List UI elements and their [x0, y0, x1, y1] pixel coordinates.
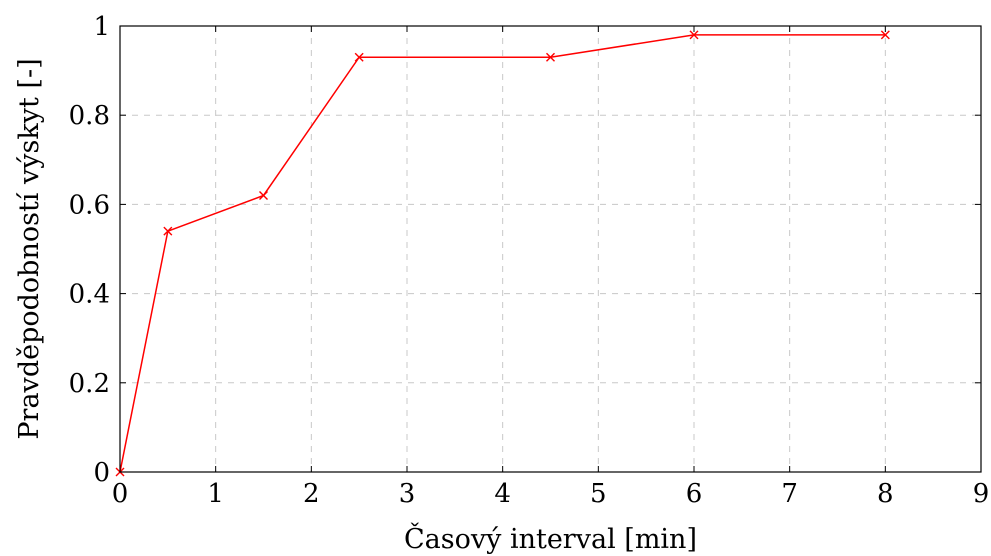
y-tick-label: 0.6 — [69, 190, 110, 220]
x-tick-label: 7 — [781, 479, 798, 509]
x-tick-label: 6 — [686, 479, 703, 509]
data-point-marker — [689, 30, 699, 40]
x-tick-label: 2 — [303, 479, 320, 509]
x-tick-label: 1 — [207, 479, 224, 509]
data-point-marker — [880, 30, 890, 40]
marker-stroke — [689, 30, 699, 40]
y-tick-labels: 0 0.2 0.4 0.6 0.8 1 — [69, 12, 110, 488]
x-tick-label: 0 — [112, 479, 129, 509]
grid-lines — [120, 26, 981, 472]
x-tick-label: 5 — [590, 479, 607, 509]
y-axis-label: Pravděpodobností výskyt [-] — [14, 58, 45, 439]
x-tick-label: 9 — [973, 479, 990, 509]
x-tick-labels: 0 1 2 3 4 5 6 7 8 9 — [112, 479, 990, 509]
marker-stroke — [259, 190, 268, 200]
y-tick-label: 0.2 — [69, 369, 110, 399]
y-tick-label: 1 — [93, 12, 110, 42]
data-point-marker — [163, 226, 173, 236]
x-tick-label: 8 — [877, 479, 894, 509]
marker-stroke — [880, 30, 890, 40]
marker-stroke — [163, 226, 173, 236]
x-axis-label: Časový interval [min] — [404, 521, 697, 555]
plot-frame — [119, 25, 982, 473]
data-point-marker — [259, 190, 268, 200]
marker-stroke — [354, 52, 364, 62]
y-tick-label: 0 — [93, 458, 110, 488]
y-tick-label: 0.8 — [69, 101, 110, 131]
marker-stroke — [546, 52, 555, 62]
data-point-marker — [354, 52, 364, 62]
tick-marks — [119, 25, 982, 473]
data-point-marker — [546, 52, 555, 62]
series-layer — [115, 30, 890, 477]
y-tick-label: 0.4 — [69, 280, 110, 310]
x-tick-label: 3 — [399, 479, 416, 509]
x-tick-label: 4 — [494, 479, 511, 509]
